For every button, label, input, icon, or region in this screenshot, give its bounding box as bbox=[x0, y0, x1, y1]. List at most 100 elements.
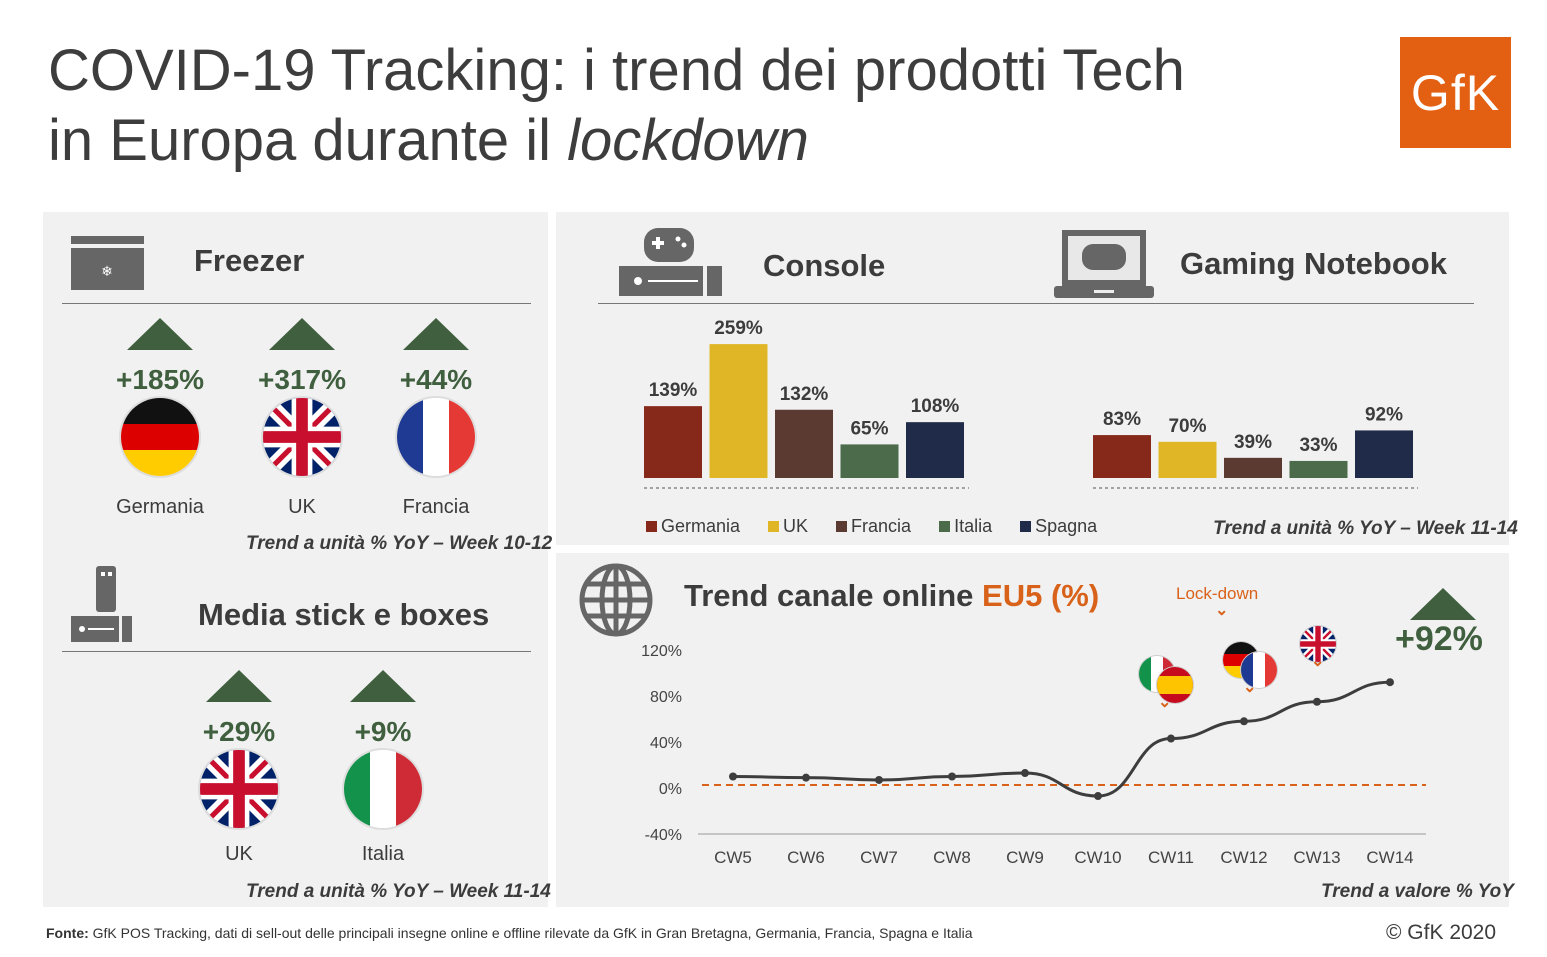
series-line bbox=[732, 680, 1391, 798]
country-label: UK bbox=[225, 843, 253, 865]
data-point bbox=[1240, 717, 1248, 726]
flag-spagna bbox=[1157, 667, 1193, 703]
legend-item: Italia bbox=[939, 516, 1006, 536]
legend-item: Spagna bbox=[1020, 516, 1111, 536]
legend-item: Germania bbox=[646, 516, 754, 536]
bar-germania bbox=[1093, 435, 1151, 478]
bar-uk bbox=[1158, 441, 1217, 478]
title-italic: lockdown bbox=[567, 108, 809, 173]
divider bbox=[62, 303, 531, 304]
data-point bbox=[948, 772, 956, 781]
up-arrow-icon bbox=[269, 318, 335, 350]
online-panel bbox=[556, 553, 1509, 907]
x-tick-label: CW11 bbox=[1148, 848, 1194, 867]
up-arrow-icon bbox=[403, 318, 469, 350]
media-note: Trend a unità % YoY – Week 11-14 bbox=[246, 881, 551, 902]
bar-charts: 139% 259% 132% 65% 108% 83% 70% 39% 33% 92% bbox=[644, 318, 1418, 489]
data-point bbox=[1313, 697, 1321, 706]
legend-swatch bbox=[646, 521, 657, 532]
bar-label: 259% bbox=[714, 318, 763, 339]
data-point bbox=[1386, 678, 1394, 687]
media-title: Media stick e boxes bbox=[198, 597, 490, 632]
legend: Germania UK Francia Italia Spagna bbox=[646, 516, 1125, 537]
up-arrow-icon bbox=[350, 670, 416, 702]
x-tick-label: CW8 bbox=[933, 848, 971, 867]
flag-germania bbox=[121, 398, 199, 476]
x-tick-label: CW7 bbox=[860, 848, 898, 867]
title-prefix: in Europa durante il bbox=[48, 108, 568, 173]
freezer-note: Trend a unità % YoY – Week 10-12 bbox=[246, 533, 553, 554]
bar-label: 65% bbox=[850, 418, 888, 439]
data-point bbox=[875, 775, 883, 784]
chevron-down-icon: ⌄ bbox=[1243, 679, 1257, 696]
data-point bbox=[802, 773, 810, 782]
legend-label: Germania bbox=[661, 516, 741, 536]
legend-swatch bbox=[768, 521, 780, 532]
growth-value: +317% bbox=[258, 364, 346, 395]
legend-swatch bbox=[939, 521, 951, 532]
legend-label: Francia bbox=[851, 516, 912, 536]
freezer-title: Freezer bbox=[194, 243, 305, 278]
bar-label: 83% bbox=[1103, 409, 1141, 430]
country-label: Francia bbox=[402, 496, 470, 518]
up-arrow-icon bbox=[127, 318, 193, 350]
data-point bbox=[1021, 769, 1029, 778]
flag-francia bbox=[1241, 652, 1277, 688]
divider bbox=[598, 303, 1474, 304]
page-title: COVID-19 Tracking: i trend dei prodotti … bbox=[48, 36, 1185, 176]
bar-francia bbox=[1224, 457, 1282, 478]
bar-italia bbox=[1289, 460, 1348, 478]
bar-label: 92% bbox=[1365, 404, 1403, 425]
data-point bbox=[1094, 792, 1102, 801]
x-tick-label: CW12 bbox=[1220, 848, 1267, 867]
country-label: UK bbox=[288, 496, 316, 518]
left-panel bbox=[43, 212, 548, 907]
x-tick-label: CW14 bbox=[1366, 848, 1413, 867]
copyright: © GfK 2020 bbox=[1386, 921, 1497, 944]
growth-value: +9% bbox=[354, 716, 412, 747]
y-tick-label: 0% bbox=[659, 781, 682, 798]
console-icon bbox=[619, 228, 722, 296]
online-title-accent: EU5 (%) bbox=[982, 578, 1100, 613]
legend-label: UK bbox=[783, 516, 809, 536]
freezer-icon: ❄ bbox=[71, 236, 144, 290]
lockdown-label: Lock-down bbox=[1176, 584, 1259, 603]
bar-label: 132% bbox=[780, 384, 829, 405]
bar-label: 108% bbox=[911, 396, 960, 417]
gaming-note: Trend a unità % YoY – Week 11-14 bbox=[1213, 518, 1518, 539]
chevron-down-icon: ⌄ bbox=[1158, 694, 1172, 711]
online-title-prefix: Trend canale online bbox=[684, 578, 983, 613]
bar-uk bbox=[709, 344, 768, 478]
legend-swatch bbox=[836, 521, 848, 532]
media-stick-icon bbox=[71, 566, 132, 642]
x-tick-label: CW6 bbox=[787, 848, 825, 867]
x-tick-label: CW10 bbox=[1074, 848, 1121, 867]
source-text: GfK POS Tracking, dati di sell-out delle… bbox=[88, 925, 973, 941]
country-label: Italia bbox=[361, 843, 405, 865]
bar-label: 33% bbox=[1299, 435, 1337, 456]
flag-italia bbox=[344, 750, 422, 828]
bar-spagna bbox=[1355, 430, 1413, 478]
growth-value: +185% bbox=[116, 364, 204, 395]
big-value: +92% bbox=[1395, 620, 1483, 658]
globe-icon bbox=[579, 563, 653, 637]
y-tick-label: 120% bbox=[641, 643, 682, 660]
bar-label: 70% bbox=[1168, 416, 1206, 437]
bar-label: 139% bbox=[649, 380, 698, 401]
online-note: Trend a valore % YoY bbox=[1321, 881, 1514, 902]
data-point bbox=[729, 772, 737, 781]
flag-francia bbox=[397, 398, 475, 476]
x-tick-label: CW5 bbox=[714, 848, 752, 867]
growth-value: +29% bbox=[202, 716, 276, 747]
flag-uk bbox=[200, 750, 278, 828]
title-line-2: in Europa durante il lockdown bbox=[48, 106, 1185, 176]
chevron-down-icon: ⌄ bbox=[1215, 602, 1229, 619]
bar-francia bbox=[775, 409, 833, 478]
growth-value: +44% bbox=[399, 364, 473, 395]
console-title: Console bbox=[763, 248, 886, 283]
legend-label: Spagna bbox=[1035, 516, 1098, 536]
flag-uk bbox=[263, 398, 341, 476]
up-arrow-icon bbox=[1410, 588, 1476, 620]
source-label: Fonte: bbox=[46, 925, 89, 941]
country-label: Germania bbox=[116, 496, 204, 518]
